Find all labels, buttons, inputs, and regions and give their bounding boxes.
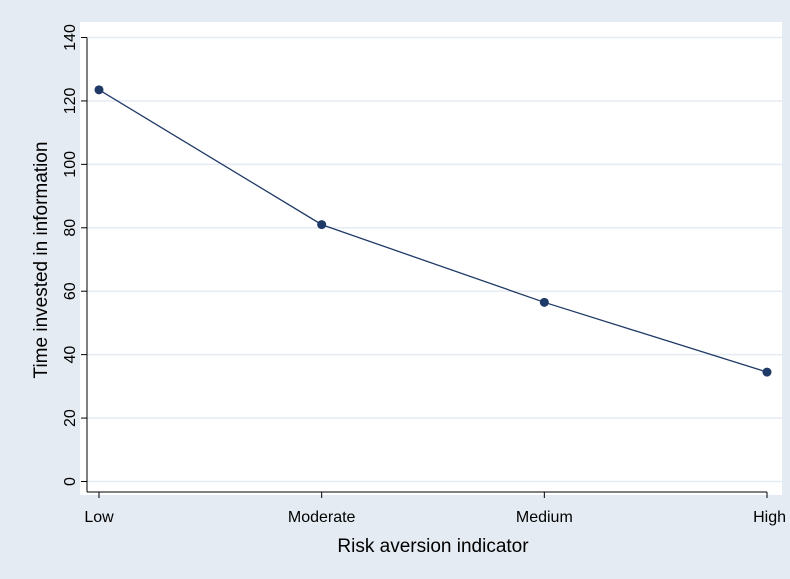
data-point-0-2 xyxy=(539,297,549,307)
y-tick-labels: 0 20 40 60 80 100 120 140 xyxy=(62,24,79,486)
y-tick-label-120: 120 xyxy=(62,87,79,114)
data-point-0-1 xyxy=(317,220,327,230)
data-point-0-3 xyxy=(762,367,772,377)
axes xyxy=(81,37,768,498)
y-tick-label-60: 60 xyxy=(62,282,79,300)
plot-area xyxy=(80,22,782,495)
y-axis-title: Time invested in information xyxy=(31,142,52,379)
y-tick-label-100: 100 xyxy=(62,151,79,178)
data-point-0-0 xyxy=(94,85,104,95)
series-group xyxy=(94,85,772,377)
x-tick-label-1: Moderate xyxy=(288,509,356,526)
x-tick-label-2: Medium xyxy=(516,509,573,526)
y-tick-label-20: 20 xyxy=(62,409,79,427)
x-tick-labels: Low Moderate Medium High xyxy=(84,509,786,526)
y-tick-label-40: 40 xyxy=(62,346,79,364)
series-line-0 xyxy=(98,89,768,373)
y-tick-label-140: 140 xyxy=(62,24,79,51)
y-tick-label-0: 0 xyxy=(62,477,79,486)
x-axis-title: Risk aversion indicator xyxy=(337,536,529,557)
x-tick-label-3: High xyxy=(753,509,786,526)
y-tick-label-80: 80 xyxy=(62,219,79,237)
grid-lines xyxy=(87,36,782,483)
x-tick-label-0: Low xyxy=(84,509,114,526)
